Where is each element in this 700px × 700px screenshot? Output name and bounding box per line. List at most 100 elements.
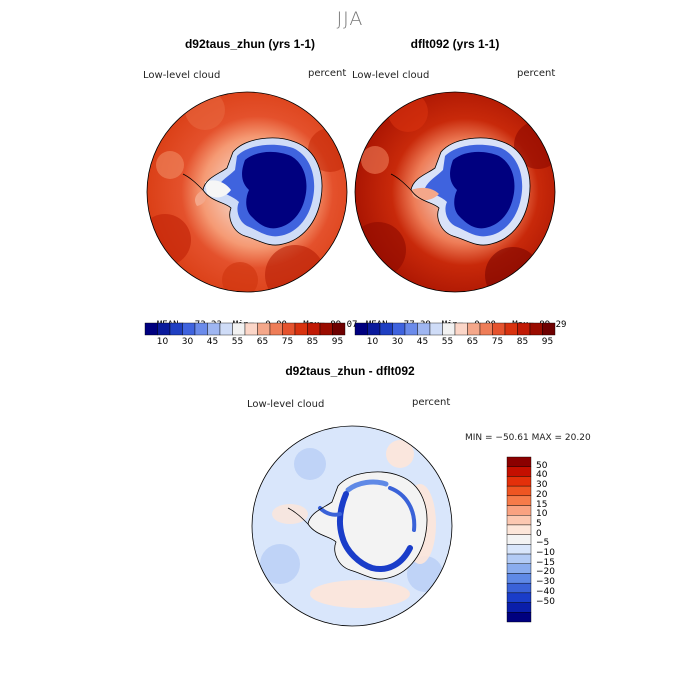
diff-colorbar-swatch — [506, 592, 532, 603]
panel-1-colorbar-swatch — [282, 322, 296, 336]
diff-colorbar-swatch — [506, 534, 532, 545]
panel-1-colorbar-swatch — [332, 322, 346, 336]
panel-1-colorbar-tick-label: 30 — [181, 337, 194, 347]
diff-colorbar-tick-label: −20 — [536, 567, 555, 578]
panel-2-colorbar-tick-label: 45 — [416, 337, 429, 347]
diff-colorbar-tick-label: −50 — [536, 596, 555, 607]
diff-colorbar-swatch — [506, 602, 532, 613]
diff-colorbar — [506, 456, 532, 623]
diff-colorbar-tick-label: 0 — [536, 528, 542, 539]
panel-1-colorbar — [144, 322, 346, 336]
panel-2-colorbar-swatch — [529, 322, 543, 336]
panel-2-colorbar-tick-label: 95 — [541, 337, 554, 347]
panel-1-colorbar-swatch — [319, 322, 333, 336]
panel-1-title: d92taus_zhun (yrs 1-1) — [184, 37, 316, 51]
panel-2-colorbar-swatch — [367, 322, 381, 336]
diff-panel-units-label: percent — [412, 397, 451, 408]
diff-colorbar-tick-label: −15 — [536, 557, 555, 568]
panel-2-colorbar-tick-label: 10 — [366, 337, 379, 347]
panel-1-colorbar-tick-label: 85 — [306, 337, 319, 347]
panel-1-colorbar-tick-label: 55 — [231, 337, 244, 347]
panel-2-colorbar-swatch — [479, 322, 493, 336]
diff-colorbar-tick-label: 40 — [536, 470, 548, 481]
diff-panel-map — [251, 425, 453, 627]
diff-colorbar-tick-label: 5 — [536, 518, 542, 529]
panel-1-colorbar-swatch — [169, 322, 183, 336]
panel-2-colorbar-swatch — [442, 322, 456, 336]
panel-1-colorbar-swatch — [207, 322, 221, 336]
panel-2-colorbar — [354, 322, 556, 336]
panel-1-map — [146, 91, 348, 293]
panel-1-colorbar-tick-label: 65 — [256, 337, 269, 347]
panel-2-colorbar-swatch — [354, 322, 368, 336]
panel-1-colorbar-tick-label: 10 — [156, 337, 169, 347]
panel-2-title: dflt092 (yrs 1-1) — [410, 37, 500, 51]
diff-colorbar-swatch — [506, 495, 532, 506]
panel-2-colorbar-swatch — [417, 322, 431, 336]
diff-colorbar-swatch — [506, 573, 532, 584]
diff-colorbar-tick-label: 50 — [536, 460, 548, 471]
diff-panel-variable-label: Low-level cloud — [247, 399, 325, 410]
diff-colorbar-tick-label: 20 — [536, 489, 548, 500]
panel-1-colorbar-swatch — [232, 322, 246, 336]
panel-1-colorbar-swatch — [269, 322, 283, 336]
diff-panel-title: d92taus_zhun - dflt092 — [285, 364, 415, 378]
panel-2-units-label: percent — [517, 68, 556, 79]
panel-2-colorbar-swatch — [517, 322, 531, 336]
diff-colorbar-swatch — [506, 524, 532, 535]
diff-colorbar-tick-label: −30 — [536, 577, 555, 588]
season-title: JJA — [336, 8, 364, 30]
panel-2-colorbar-tick-label: 30 — [391, 337, 404, 347]
panel-1-colorbar-tick-label: 45 — [206, 337, 219, 347]
diff-colorbar-swatch — [506, 515, 532, 526]
diff-colorbar-swatch — [506, 456, 532, 467]
panel-2-colorbar-swatch — [504, 322, 518, 336]
panel-1-colorbar-swatch — [257, 322, 271, 336]
panel-1-variable-label: Low-level cloud — [143, 70, 221, 81]
panel-2-colorbar-ticks: 10 30 45 55 65 75 85 95 — [355, 337, 555, 349]
diff-colorbar-swatch — [506, 563, 532, 574]
diff-colorbar-swatch — [506, 553, 532, 564]
diff-colorbar-tick-label: −40 — [536, 586, 555, 597]
panel-2-colorbar-tick-label: 55 — [441, 337, 454, 347]
panel-1-colorbar-swatch — [194, 322, 208, 336]
panel-1-colorbar-swatch — [157, 322, 171, 336]
diff-colorbar-tick-label: 30 — [536, 480, 548, 491]
panel-2-map — [354, 91, 556, 293]
panel-2-colorbar-tick-label: 85 — [516, 337, 529, 347]
diff-colorbar-swatch — [506, 612, 532, 623]
diff-colorbar-swatch — [506, 582, 532, 594]
diff-colorbar-swatch — [506, 466, 532, 477]
panel-2-colorbar-swatch — [467, 322, 481, 336]
panel-2-colorbar-tick-label: 75 — [491, 337, 504, 347]
diff-colorbar-swatch — [506, 544, 532, 555]
diff-colorbar-tick-label: 15 — [536, 499, 548, 510]
panel-1-colorbar-swatch — [219, 322, 233, 336]
panel-1-colorbar-swatch — [244, 322, 258, 336]
panel-2-colorbar-swatch — [542, 322, 556, 336]
panel-2-colorbar-swatch — [392, 322, 406, 336]
diff-colorbar-tick-label: −5 — [536, 538, 550, 549]
diff-colorbar-swatch — [506, 485, 532, 497]
panel-1-units-label: percent — [308, 68, 347, 79]
panel-1-colorbar-ticks: 10 30 45 55 65 75 85 95 — [145, 337, 345, 349]
panel-1-colorbar-swatch — [144, 322, 158, 336]
diff-colorbar-tick-label: −10 — [536, 548, 555, 559]
diff-colorbar-ticks: 50 40 30 20 15 10 5 0 −5 −10 −15 −20 −30 −40 −50 — [536, 457, 576, 622]
panel-2-colorbar-swatch — [379, 322, 393, 336]
panel-1-colorbar-swatch — [307, 322, 321, 336]
panel-1-colorbar-tick-label: 95 — [331, 337, 344, 347]
panel-2-colorbar-tick-label: 65 — [466, 337, 479, 347]
panel-1-colorbar-swatch — [182, 322, 196, 336]
panel-2-colorbar-swatch — [454, 322, 468, 336]
panel-2-colorbar-swatch — [404, 322, 418, 336]
diff-colorbar-tick-label: 10 — [536, 509, 548, 520]
panel-2-colorbar-swatch — [492, 322, 506, 336]
panel-2-variable-label: Low-level cloud — [352, 70, 430, 81]
panel-2-colorbar-swatch — [429, 322, 443, 336]
panel-1-colorbar-swatch — [294, 322, 308, 336]
diff-colorbar-swatch — [506, 505, 532, 516]
diff-colorbar-swatch — [506, 476, 532, 487]
diff-panel-minmax: MIN = −50.61 MAX = 20.20 — [465, 433, 591, 443]
panel-1-colorbar-tick-label: 75 — [281, 337, 294, 347]
